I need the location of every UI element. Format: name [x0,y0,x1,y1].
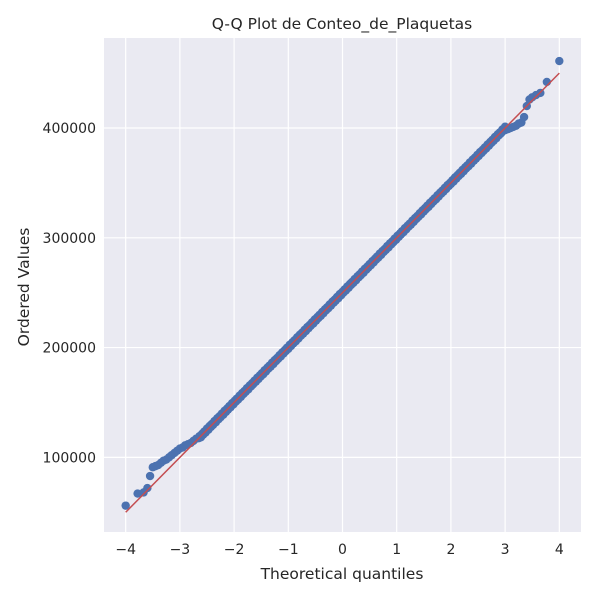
x-tick-label: 1 [392,542,401,558]
x-axis-ticks: −4 −3 −2 −1 0 1 2 3 4 [115,542,563,558]
y-tick-label: 300000 [43,231,96,247]
data-point [519,112,529,122]
x-tick-label: −3 [170,542,191,558]
y-tick-label: 400000 [43,121,96,137]
y-axis-ticks: 100000 200000 300000 400000 [43,121,96,466]
data-point [145,471,155,481]
x-axis-label: Theoretical quantiles [260,565,424,583]
x-tick-label: 3 [501,542,510,558]
x-tick-label: 0 [338,542,347,558]
y-tick-label: 200000 [43,341,96,357]
grid-lines [104,38,581,532]
x-tick-label: −2 [224,542,245,558]
data-point [143,483,152,493]
y-tick-label: 100000 [43,450,96,466]
fit-line [125,72,560,513]
y-axis-label: Ordered Values [15,228,33,347]
data-point [121,501,130,510]
chart-title: Q-Q Plot de Conteo_de_Plaquetas [212,15,472,34]
reference-line [125,72,560,513]
x-tick-label: 2 [446,542,455,558]
x-tick-label: −4 [115,542,136,558]
x-tick-label: 4 [555,542,564,558]
data-point [500,122,510,131]
data-point [555,56,564,66]
x-tick-label: −1 [278,542,299,558]
